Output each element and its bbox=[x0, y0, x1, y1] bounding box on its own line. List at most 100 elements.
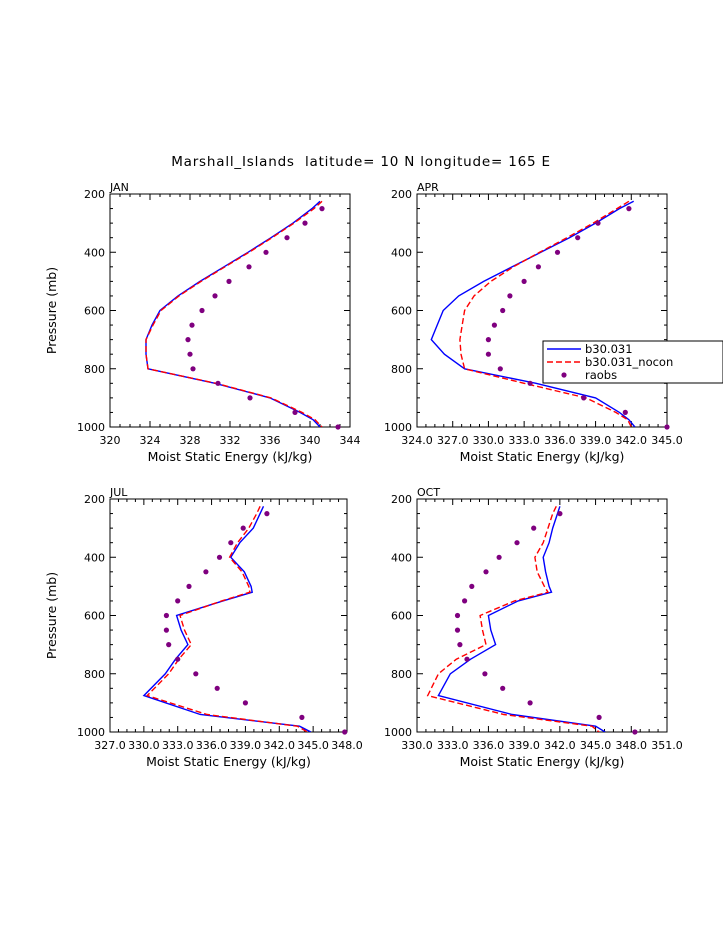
x-tick-label: 348.0 bbox=[616, 739, 648, 752]
y-tick-label: 1000 bbox=[384, 726, 412, 739]
raob-point bbox=[462, 598, 468, 604]
y-tick-label: 400 bbox=[391, 551, 412, 564]
raob-point bbox=[226, 278, 232, 284]
x-tick-label: 320 bbox=[100, 434, 121, 447]
raob-point bbox=[185, 337, 191, 343]
series-line-b30-031-nocon bbox=[145, 200, 323, 427]
raob-point bbox=[335, 424, 341, 430]
x-tick-label: 342.0 bbox=[544, 739, 576, 752]
x-tick-label: 327.0 bbox=[94, 739, 126, 752]
raob-point bbox=[228, 540, 234, 546]
raob-point bbox=[485, 351, 491, 357]
raob-point bbox=[575, 235, 581, 241]
x-tick-label: 342.0 bbox=[264, 739, 296, 752]
x-tick-label: 324 bbox=[140, 434, 161, 447]
chart-panel-jul: JUL 327.0 330.0 333.0 336.0 339.0 342.0 345.0 34… bbox=[44, 486, 363, 769]
raob-point bbox=[454, 612, 461, 619]
x-tick-label: 339.0 bbox=[580, 434, 612, 447]
raob-point bbox=[595, 220, 601, 226]
x-tick-label: 342.0 bbox=[616, 434, 648, 447]
raob-point bbox=[554, 249, 561, 255]
raob-point bbox=[264, 510, 270, 517]
x-tick-label: 330.0 bbox=[128, 739, 160, 752]
legend-box bbox=[542, 340, 723, 384]
x-tick-label: 336.0 bbox=[196, 739, 228, 752]
y-tick-label: 800 bbox=[391, 363, 412, 376]
panel-title: APR bbox=[417, 181, 439, 194]
raob-point bbox=[483, 569, 489, 575]
y-tick-label: 1000 bbox=[77, 421, 105, 434]
chart-panel-jan: JAN 320 324 328 332 336 340 344 200 400 600 800 1000… bbox=[44, 181, 361, 464]
raob-point bbox=[163, 627, 169, 633]
raob-point bbox=[299, 714, 305, 721]
x-tick-label: 324.0 bbox=[401, 434, 433, 447]
x-axis-label: Moist Static Energy (kJ/kg) bbox=[148, 449, 313, 464]
raob-point bbox=[557, 510, 563, 517]
y-tick-label: 200 bbox=[84, 188, 105, 201]
x-tick-label: 339.0 bbox=[508, 739, 540, 752]
raob-point bbox=[514, 540, 520, 546]
data-layer bbox=[430, 200, 636, 427]
y-tick-label: 1000 bbox=[384, 421, 412, 434]
y-axis-label: Pressure (mb) bbox=[44, 572, 59, 659]
x-tick-label: 328 bbox=[180, 434, 201, 447]
raob-point bbox=[632, 729, 638, 735]
plot-frame bbox=[416, 193, 668, 428]
data-layer bbox=[142, 506, 312, 732]
series-line-b30-031 bbox=[145, 200, 321, 427]
y-tick-label: 600 bbox=[391, 305, 412, 318]
raob-point bbox=[175, 656, 181, 662]
raob-point bbox=[500, 685, 506, 691]
page-title: Marshall_Islands latitude= 10 N longitud… bbox=[171, 154, 551, 170]
series-line-b30-031 bbox=[437, 506, 606, 732]
x-tick-label: 333.0 bbox=[162, 739, 194, 752]
raob-point bbox=[507, 293, 513, 299]
chart-panel-oct: OCT 330.0 333.0 336.0 339.0 342.0 345.0 348.0 35… bbox=[384, 486, 683, 769]
raob-point bbox=[482, 671, 488, 677]
plot-frame bbox=[109, 498, 348, 733]
y-tick-label: 1000 bbox=[77, 726, 105, 739]
x-tick-label: 345.0 bbox=[580, 739, 612, 752]
data-layer bbox=[426, 505, 606, 732]
x-tick-label: 336 bbox=[260, 434, 281, 447]
x-tick-label: 345.0 bbox=[297, 739, 329, 752]
series-line-b30-031-nocon bbox=[459, 200, 632, 427]
raob-point bbox=[166, 642, 172, 648]
legend-label: b30.031 bbox=[585, 342, 633, 356]
raob-point bbox=[457, 642, 463, 648]
legend-label: b30.031_nocon bbox=[585, 355, 673, 369]
y-tick-label: 400 bbox=[84, 551, 105, 564]
x-tick-label: 351.0 bbox=[651, 739, 683, 752]
raob-point bbox=[469, 583, 475, 590]
raob-point bbox=[216, 554, 223, 560]
panel-title: OCT bbox=[417, 486, 440, 499]
x-tick-label: 327.0 bbox=[437, 434, 469, 447]
series-line-b30-031-nocon bbox=[145, 506, 308, 732]
x-tick-label: 333.0 bbox=[508, 434, 540, 447]
y-tick-label: 600 bbox=[391, 610, 412, 623]
x-tick-label: 330.0 bbox=[473, 434, 505, 447]
raob-point bbox=[240, 525, 246, 531]
y-tick-label: 200 bbox=[391, 493, 412, 506]
y-tick-label: 800 bbox=[391, 668, 412, 681]
raob-point bbox=[214, 685, 220, 691]
raob-point bbox=[242, 700, 248, 706]
raob-point bbox=[664, 424, 670, 430]
raob-point bbox=[292, 409, 298, 415]
raob-point bbox=[464, 656, 470, 662]
raob-point bbox=[535, 264, 542, 270]
x-axis-label: Moist Static Energy (kJ/kg) bbox=[146, 754, 311, 769]
raob-point bbox=[190, 366, 196, 372]
raob-point bbox=[186, 583, 192, 590]
x-tick-label: 332 bbox=[220, 434, 241, 447]
raob-point bbox=[246, 264, 252, 270]
y-tick-label: 400 bbox=[391, 246, 412, 259]
series-line-b30-031-nocon bbox=[426, 505, 600, 732]
raob-point bbox=[491, 322, 497, 328]
y-tick-label: 200 bbox=[84, 493, 105, 506]
raob-point bbox=[175, 598, 181, 604]
x-tick-label: 339.0 bbox=[230, 739, 262, 752]
raob-point bbox=[527, 700, 533, 706]
panel-title: JUL bbox=[109, 486, 128, 499]
